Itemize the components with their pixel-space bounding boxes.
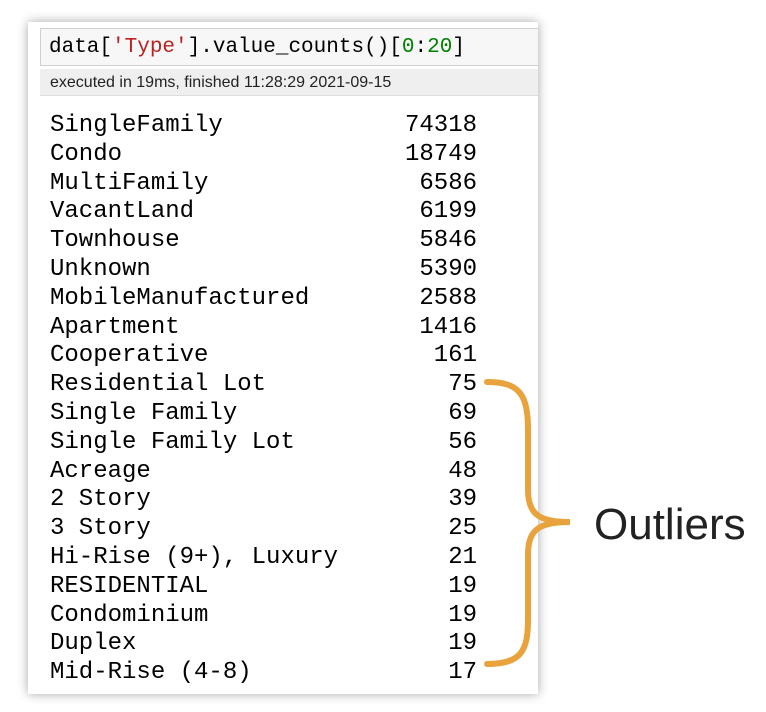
category-name: Cooperative [50,342,209,370]
count: 6586 [419,169,477,197]
category-name: Hi-Rise (9+), Luxury [50,544,339,571]
output-row: Condo 18749 [28,141,538,170]
output-row: Unknown 5390 [28,256,538,285]
output-row: Mid-Rise (4-8) 17 [28,659,538,688]
category-name: 2 Story [50,486,151,514]
count: 19 [448,572,477,600]
count: 161 [433,342,477,370]
count: 69 [448,400,477,427]
output-row: Townhouse 5846 [28,227,538,256]
brace [484,379,571,667]
category-name: Condominium [50,601,209,629]
category-name: RESIDENTIAL [50,572,209,600]
code-input[interactable]: data['Type'].value_counts()[0:20] [40,28,538,66]
count: 39 [448,486,477,514]
output-row: Single Family 69 [28,400,538,429]
category-name: SingleFamily [50,112,223,139]
count: 19 [448,630,477,658]
code-token: 0 [401,36,415,59]
count: 21 [448,544,477,571]
count: 18749 [404,140,477,168]
code-token: ].value_counts()[ [187,36,402,59]
category-name: Unknown [50,256,151,283]
code-token: data[ [49,36,113,59]
count: 56 [448,428,477,456]
count: 2588 [419,284,477,312]
output-row: VacantLand 6199 [28,198,538,227]
count: 6199 [419,198,477,226]
count: 1416 [419,313,477,341]
annotation-label: Outliers [594,500,746,549]
category-name: Duplex [50,630,137,658]
category-name: Condo [50,140,123,168]
output-row: Duplex 19 [28,630,538,659]
category-name: MultiFamily [50,169,209,197]
count: 75 [448,371,477,399]
count: 17 [448,659,477,687]
count: 25 [448,515,477,543]
output-row: Condominium 19 [28,602,538,631]
count: 5390 [419,256,477,283]
output-row: 3 Story 25 [28,515,538,544]
code-token: 'Type' [112,36,188,59]
output-row: Cooperative 161 [28,342,538,371]
category-name: Townhouse [50,227,180,255]
category-name: 3 Story [50,515,151,543]
count: 48 [448,457,477,485]
output-row: Apartment 1416 [28,314,538,343]
output-row: MultiFamily 6586 [28,170,538,199]
category-name: VacantLand [50,198,195,226]
output-row: RESIDENTIAL 19 [28,573,538,602]
category-name: Residential Lot [50,371,267,399]
output-row: Acreage 48 [28,458,538,487]
notebook-cell: data['Type'].value_counts()[0:20] execut… [28,22,538,694]
category-name: Single Family [50,400,238,427]
output-row: MobileManufactured 2588 [28,285,538,314]
output-row: Residential Lot 75 [28,371,538,400]
category-name: Apartment [50,313,180,341]
output-row: Hi-Rise (9+), Luxury 21 [28,544,538,573]
output-row: SingleFamily 74318 [28,112,538,141]
category-name: MobileManufactured [50,284,310,312]
category-name: Acreage [50,457,151,485]
output-row: 2 Story 39 [28,486,538,515]
count: 5846 [419,227,477,255]
count: 19 [448,601,477,629]
category-name: Mid-Rise (4-8) [50,659,252,687]
execution-info: executed in 19ms, finished 11:28:29 2021… [40,69,538,96]
count: 74318 [404,112,477,139]
category-name: Single Family Lot [50,428,295,456]
code-token: : [414,36,428,59]
code-token: ] [452,36,465,59]
output-row: Single Family Lot 56 [28,429,538,458]
code-token: 20 [427,36,453,59]
